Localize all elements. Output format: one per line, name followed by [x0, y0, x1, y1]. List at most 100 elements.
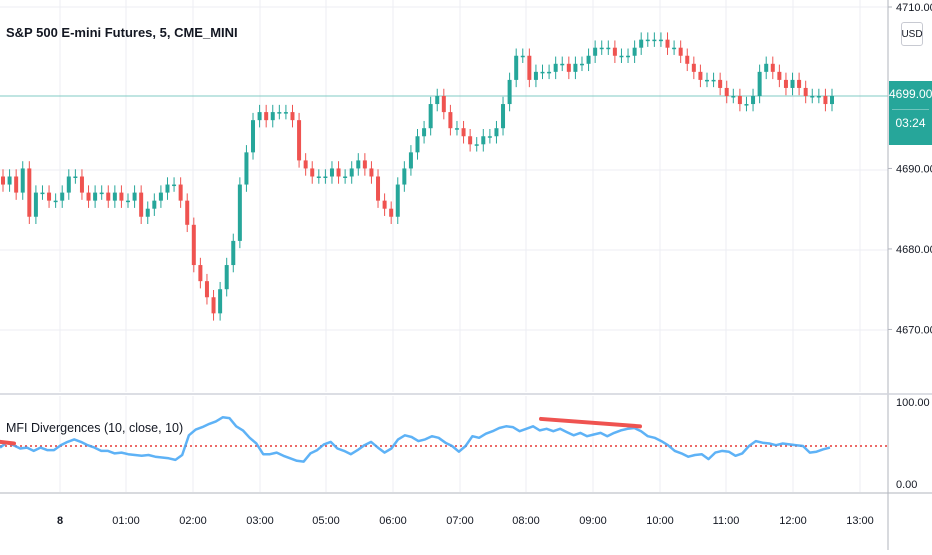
candle — [270, 104, 275, 128]
candle-body — [343, 176, 348, 178]
candle — [520, 48, 525, 63]
candle — [369, 161, 374, 184]
candle — [158, 185, 163, 208]
candle — [218, 281, 223, 321]
candle-body — [86, 192, 91, 201]
candle — [47, 185, 52, 208]
candle-body — [553, 63, 558, 72]
candle — [501, 96, 506, 136]
candle-body — [60, 192, 65, 201]
candle-body — [533, 71, 538, 80]
candle — [310, 161, 315, 184]
candle — [211, 290, 216, 321]
candle-body — [139, 192, 144, 217]
candle — [593, 40, 598, 63]
candle-body — [540, 71, 545, 74]
candle-body — [454, 128, 459, 130]
candle — [619, 48, 624, 63]
candle-body — [165, 184, 170, 193]
time-tick-label: 07:00 — [446, 515, 474, 527]
candle-body — [823, 96, 828, 105]
candle — [244, 145, 249, 192]
candle — [474, 137, 479, 152]
candle — [764, 56, 769, 80]
candle — [698, 64, 703, 88]
candle — [231, 233, 236, 273]
candle-body — [514, 55, 519, 80]
candle — [731, 88, 736, 104]
candle-body — [619, 55, 624, 58]
candle-body — [764, 63, 769, 72]
mfi-axis-labels: 100.00 0.00 — [896, 397, 930, 491]
candle-body — [718, 79, 723, 88]
candle-body — [1, 176, 5, 185]
candlesticks — [1, 32, 834, 321]
candle — [40, 185, 45, 200]
candle — [783, 72, 788, 96]
candle — [152, 193, 157, 216]
candle — [20, 161, 25, 200]
time-tick-label: 11:00 — [713, 515, 740, 527]
candle-body — [356, 160, 361, 169]
candle-body — [593, 47, 598, 56]
candle-body — [751, 96, 756, 105]
candle-body — [231, 240, 236, 266]
candle-body — [626, 55, 631, 58]
candle — [422, 120, 427, 144]
price-tick-label: 4710.00 — [896, 2, 932, 14]
candle — [428, 96, 433, 136]
price-tick-label: 4670.00 — [896, 324, 932, 336]
indicator-title[interactable]: MFI Divergences (10, close, 10) — [6, 421, 184, 435]
candle — [264, 104, 269, 128]
candle-body — [382, 200, 387, 209]
candle — [553, 56, 558, 80]
candle — [639, 32, 644, 55]
candle-body — [185, 200, 190, 225]
mfi-divergence-line — [539, 416, 642, 429]
candle — [777, 64, 782, 88]
candle — [514, 48, 519, 88]
candle-body — [481, 136, 486, 145]
candle — [691, 56, 696, 80]
candle-body — [632, 47, 637, 56]
candle-body — [402, 168, 407, 185]
candle-body — [783, 79, 788, 88]
candle — [797, 72, 802, 96]
candle-body — [290, 112, 295, 121]
candle-body — [737, 96, 742, 105]
candle — [527, 48, 532, 88]
candle-body — [507, 79, 512, 105]
candle — [86, 185, 91, 208]
candle — [297, 112, 302, 168]
candle — [132, 185, 137, 208]
candle — [810, 88, 815, 104]
symbol-title[interactable]: S&P 500 E-mini Futures, 5, CME_MINI — [6, 25, 238, 40]
candle — [573, 56, 578, 80]
candle-body — [362, 160, 367, 169]
candle — [204, 273, 209, 305]
candle — [507, 72, 512, 112]
candle-body — [158, 192, 163, 201]
candle — [487, 129, 492, 144]
candle — [823, 88, 828, 112]
candle — [586, 48, 591, 72]
candle-body — [119, 192, 124, 201]
candle — [185, 193, 190, 233]
candle — [816, 88, 821, 104]
candle — [665, 32, 670, 55]
candle-body — [132, 192, 137, 201]
time-axis-labels: 8 01:00 02:00 03:00 05:00 06:00 07:00 08:00 09:0… — [57, 515, 874, 527]
bar-countdown: 03:24 — [895, 116, 926, 130]
time-tick-label: 06:00 — [379, 515, 407, 527]
candle — [290, 104, 295, 128]
currency-button[interactable]: USD — [901, 22, 923, 46]
candle — [277, 104, 282, 120]
candle-body — [303, 160, 308, 169]
candle — [632, 40, 637, 63]
candle — [468, 129, 473, 152]
candle-body — [106, 192, 111, 201]
candle-body — [678, 47, 683, 56]
candle-body — [830, 96, 834, 105]
